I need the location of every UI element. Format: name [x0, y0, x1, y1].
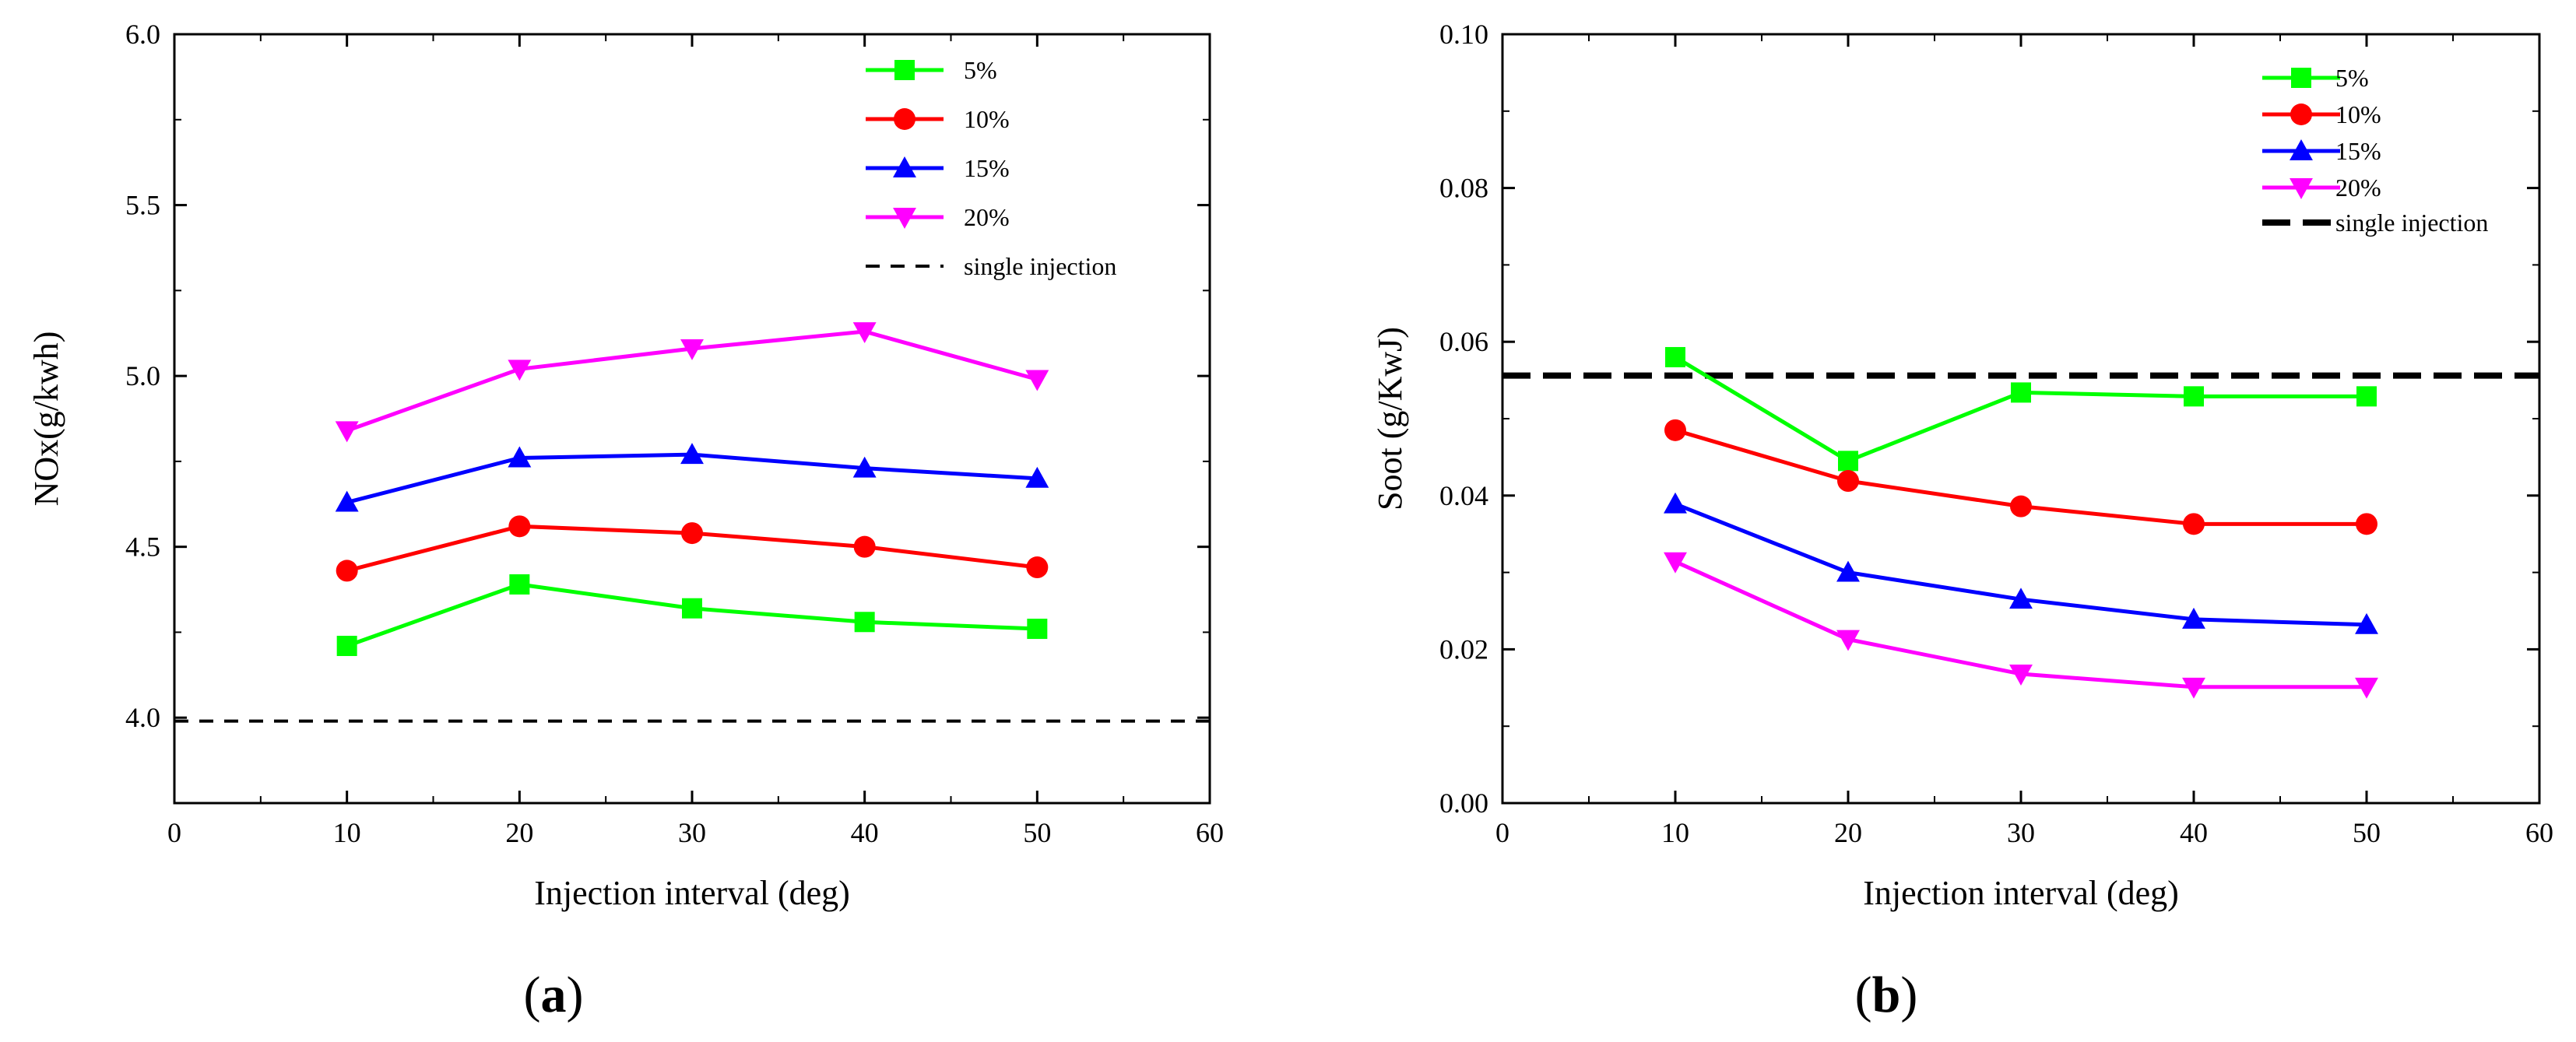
- chart-panel-b: 0 10 20 30 40 50 60 0.00 0.02 0.04 0.06 0.08 0.10 Inj…: [1371, 19, 2553, 912]
- data-point: [681, 522, 703, 545]
- x-tick-label: 30: [2007, 817, 2035, 848]
- data-point: [2182, 677, 2205, 699]
- data-point: [508, 360, 532, 381]
- legend: 5% 10% 15% 20% single injection: [866, 56, 1116, 280]
- data-point: [2010, 495, 2032, 517]
- legend-marker: [894, 60, 915, 80]
- x-tick-label: 0: [167, 817, 181, 848]
- data-point: [854, 612, 875, 633]
- x-axis-label: Injection interval (deg): [1863, 874, 2179, 912]
- data-point: [2356, 513, 2377, 535]
- y-tick-label: 0.00: [1439, 788, 1488, 819]
- x-tick-label: 20: [505, 817, 533, 848]
- data-point: [1664, 419, 1686, 441]
- y-tick-label: 0.06: [1439, 326, 1488, 357]
- plot-frame: [173, 33, 1211, 805]
- legend-marker: [893, 156, 916, 177]
- y-tick-label: 5.0: [125, 360, 160, 391]
- y-tick-label: 0.08: [1439, 173, 1488, 204]
- data-point: [1664, 552, 1687, 574]
- data-point: [2356, 386, 2377, 407]
- data-point: [1025, 370, 1049, 391]
- legend-label: single injection: [964, 252, 1116, 280]
- data-point: [680, 339, 704, 360]
- legend-marker: [2290, 139, 2313, 160]
- data-point: [1025, 466, 1049, 488]
- x-tick-label: 60: [1196, 817, 1224, 848]
- data-point: [2011, 382, 2031, 403]
- data-point: [682, 598, 702, 619]
- x-tick-label: 0: [1495, 817, 1509, 848]
- data-point: [335, 421, 359, 443]
- x-tick-label: 10: [1661, 817, 1689, 848]
- chart-panel-a: 0 10 20 30 40 50 60 4.0 4.5 5.0 5.5 6.0 Injection in…: [27, 19, 1224, 912]
- legend-marker: [893, 208, 916, 229]
- data-point: [1027, 619, 1048, 640]
- legend-marker: [2291, 68, 2311, 88]
- legend-label: 15%: [964, 154, 1010, 182]
- data-point: [2009, 665, 2033, 686]
- legend-marker: [894, 108, 915, 130]
- x-axis-label: Injection interval (deg): [534, 874, 850, 912]
- x-tick-label: 50: [1023, 817, 1051, 848]
- data-point: [2009, 588, 2033, 609]
- panel-label-b: (b): [1855, 967, 1918, 1023]
- data-point: [1836, 630, 1860, 651]
- data-point: [1837, 470, 1859, 493]
- data-point: [1026, 556, 1049, 579]
- data-point: [1836, 560, 1860, 582]
- data-point: [853, 535, 876, 558]
- data-point: [2182, 607, 2205, 629]
- data-point: [509, 574, 530, 595]
- series-line: [1674, 355, 2367, 464]
- y-tick-label: 0.04: [1439, 480, 1488, 511]
- data-point: [1664, 492, 1687, 514]
- data-point: [852, 456, 877, 478]
- plot-frame: [1501, 33, 2541, 805]
- y-axis-label: NOx(g/kwh): [27, 332, 65, 507]
- legend-label: 5%: [964, 56, 997, 84]
- x-tick-label: 60: [2525, 817, 2553, 848]
- x-tick-label: 30: [678, 817, 706, 848]
- y-axis-label: Soot (g/KwJ): [1371, 327, 1409, 510]
- data-point: [2355, 612, 2378, 634]
- data-point: [680, 443, 704, 465]
- y-tick-label: 4.0: [125, 702, 160, 733]
- data-point: [1838, 451, 1858, 472]
- x-tick-label: 40: [851, 817, 879, 848]
- legend-label: 15%: [2335, 137, 2381, 165]
- x-tick-label: 10: [333, 817, 361, 848]
- x-tick-label: 20: [1834, 817, 1862, 848]
- panel-label-a: (a): [524, 967, 584, 1023]
- data-point: [335, 490, 359, 512]
- legend-label: 20%: [964, 203, 1010, 231]
- y-tick-label: 4.5: [125, 532, 160, 563]
- legend-label: single injection: [2335, 209, 2488, 237]
- legend-marker: [2290, 103, 2312, 125]
- x-tick-label: 50: [2353, 817, 2381, 848]
- data-point: [2183, 513, 2205, 535]
- y-tick-label: 5.5: [125, 190, 160, 221]
- legend-marker: [2290, 178, 2313, 199]
- legend-label: 10%: [2335, 100, 2381, 128]
- y-tick-label: 0.02: [1439, 633, 1488, 665]
- data-point: [1665, 346, 1685, 367]
- y-tick-label: 6.0: [125, 19, 160, 50]
- data-point: [2184, 386, 2204, 407]
- legend-label: 10%: [964, 105, 1010, 133]
- legend-label: 20%: [2335, 174, 2381, 202]
- x-tick-label: 40: [2180, 817, 2208, 848]
- data-point: [852, 322, 877, 343]
- data-point: [508, 446, 532, 468]
- legend: 5% 10% 15% 20% single injection: [2262, 64, 2488, 237]
- data-point: [336, 560, 358, 582]
- legend-label: 5%: [2335, 64, 2369, 92]
- data-point: [2355, 677, 2378, 699]
- data-point: [336, 636, 357, 657]
- data-point: [508, 515, 531, 538]
- y-tick-label: 0.10: [1439, 19, 1488, 50]
